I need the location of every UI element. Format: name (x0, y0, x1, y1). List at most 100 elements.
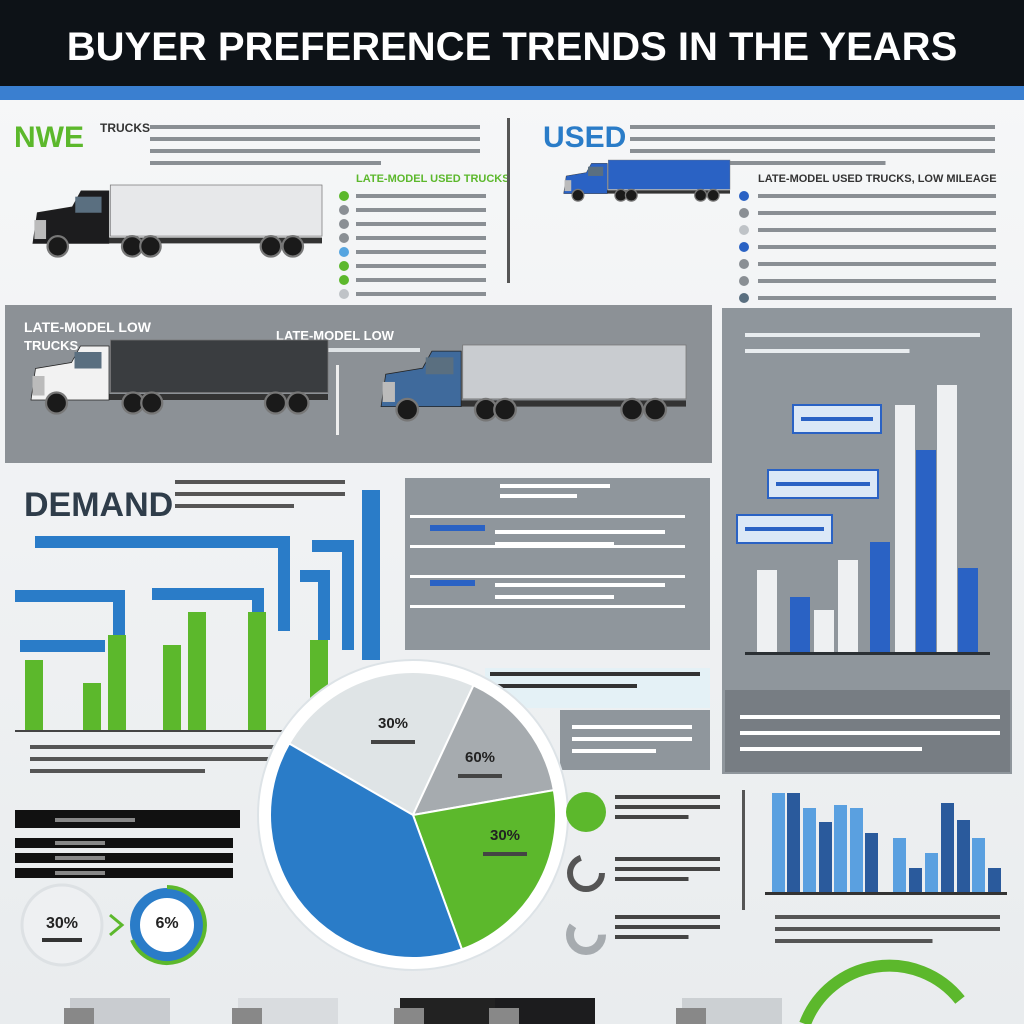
bar (916, 450, 936, 652)
text-line (758, 262, 996, 266)
bar (819, 822, 832, 892)
text-line (615, 877, 689, 881)
wheel (706, 188, 720, 202)
text-line (356, 236, 486, 240)
wheel (395, 397, 420, 422)
text-line (495, 542, 614, 546)
text-line (55, 841, 105, 845)
text-line (630, 137, 995, 141)
banner-subtitle: TRUCKS (24, 338, 78, 353)
text-line (356, 208, 486, 212)
text-line (615, 805, 720, 809)
trailer (110, 339, 329, 393)
table-row (410, 605, 685, 608)
chassis (43, 394, 328, 400)
list-row (15, 838, 233, 848)
new-sublabel: TRUCKS (100, 121, 150, 135)
text-line (572, 737, 692, 741)
text-line (150, 149, 480, 153)
chassis (570, 190, 730, 194)
bar (834, 805, 847, 892)
header-band (0, 0, 1024, 86)
used-list-title: LATE-MODEL USED TRUCKS, LOW MILEAGE (758, 173, 997, 185)
wheel (620, 397, 645, 422)
decor-bar (15, 590, 125, 602)
wheel (46, 235, 70, 258)
text-line (615, 857, 720, 861)
list-dot (339, 261, 349, 271)
text-line (615, 795, 720, 799)
banner-middle-title: LATE-MODEL LOW (276, 328, 395, 343)
bar (988, 868, 1001, 892)
text-line (430, 525, 485, 531)
windshield (75, 196, 102, 213)
text-line (250, 348, 420, 352)
text-line (630, 149, 995, 153)
text-line (55, 856, 105, 860)
wheel (493, 397, 517, 422)
list-row (15, 868, 233, 878)
bar (972, 838, 985, 892)
text-line (500, 484, 610, 488)
text-line (356, 222, 486, 226)
text-line (175, 480, 345, 484)
decor-bar (25, 660, 43, 730)
arrow (109, 913, 125, 937)
axis (765, 892, 1007, 895)
text-line (30, 745, 280, 749)
banner-title: LATE-MODEL LOW (24, 319, 152, 335)
list-dot (739, 225, 749, 235)
bar (814, 610, 834, 652)
text-line (495, 583, 665, 587)
decor-bar (108, 635, 126, 730)
grille (564, 180, 572, 192)
text-line (740, 747, 922, 751)
bar (941, 803, 954, 892)
truck-cab (489, 1008, 519, 1024)
text-line (758, 245, 996, 249)
text-line (615, 925, 720, 929)
text-line (30, 769, 205, 773)
text-line (775, 939, 933, 943)
bar (790, 597, 810, 652)
donut-label: 30% (46, 915, 78, 932)
text-line (740, 715, 1000, 719)
axis (15, 730, 355, 732)
text-line (430, 580, 475, 586)
text-line (356, 194, 486, 198)
trailer (109, 184, 323, 237)
chassis (44, 237, 322, 244)
truck-cab (394, 1008, 424, 1024)
truck-cab (676, 1008, 706, 1024)
text-line (572, 725, 692, 729)
bar (925, 853, 938, 892)
donut (130, 888, 204, 962)
list-dot (739, 293, 749, 303)
text-line (458, 774, 502, 778)
bar (909, 868, 922, 892)
text-line (55, 818, 135, 822)
text-line (30, 757, 280, 761)
wheel (259, 235, 283, 258)
table-row (410, 515, 685, 518)
truck (30, 339, 329, 415)
text-line (55, 871, 105, 875)
list-dot (339, 275, 349, 285)
bar (772, 793, 785, 892)
wheel (643, 397, 668, 422)
pie-slice (411, 789, 557, 951)
text-line (356, 292, 486, 296)
bar (895, 405, 915, 652)
text-line (490, 672, 700, 676)
wheel (286, 391, 310, 415)
wheel (624, 188, 638, 202)
truck-cab (232, 1008, 262, 1024)
trailer (607, 159, 731, 190)
table-panel (405, 478, 710, 650)
donut-bg (20, 883, 104, 967)
header-stripe (0, 86, 1024, 100)
text-line (495, 530, 665, 534)
demand-title: DEMAND (24, 486, 173, 524)
new-label: NWE (14, 121, 84, 154)
